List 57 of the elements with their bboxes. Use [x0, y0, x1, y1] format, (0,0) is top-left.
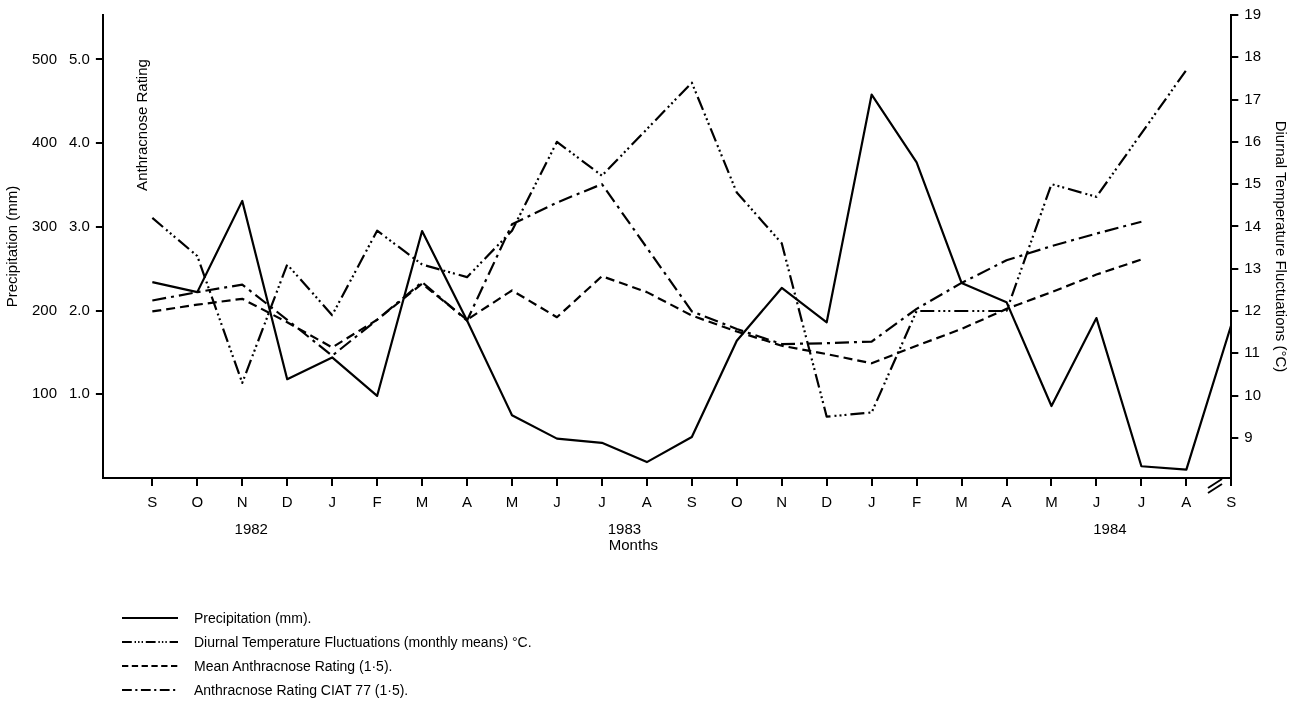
x-tick-label: A — [641, 493, 652, 511]
y-tick-label: 200 — [32, 300, 58, 318]
y-axis-title: Precipitation (mm) — [3, 185, 21, 308]
legend-label: Diurnal Temperature Fluctuations (monthly means) °C. — [194, 634, 532, 650]
y3-tick-label: 2.0 — [69, 300, 90, 318]
x-tick-label: M — [415, 493, 429, 511]
x-tick-label: N — [776, 493, 788, 511]
x-tick-label: O — [730, 493, 743, 511]
x-tick-label: J — [553, 493, 561, 511]
y2-tick-label: 18 — [1244, 47, 1261, 65]
y-tick-label: 500 — [32, 49, 58, 67]
y-tick-label: 100 — [32, 384, 58, 402]
y2-axis-title: Diurnal Temperature Fluctuations (°C) — [1272, 120, 1290, 373]
legend-label: Anthracnose Rating CIAT 77 (1·5). — [194, 682, 409, 698]
x-tick-label: S — [1226, 493, 1237, 511]
y3-tick-label: 4.0 — [69, 133, 90, 151]
x-tick-label: A — [462, 493, 473, 511]
y2-tick-label: 16 — [1244, 131, 1261, 149]
x-tick-label: D — [281, 493, 293, 511]
y2-tick-label: 14 — [1244, 216, 1261, 234]
x-tick-label: F — [912, 493, 922, 511]
x-tick-label: S — [686, 493, 697, 511]
y2-tick-label: 12 — [1244, 301, 1261, 319]
y2-tick-label: 15 — [1244, 174, 1261, 192]
x-tick-label: S — [147, 493, 158, 511]
y2-tick-label: 17 — [1244, 89, 1261, 107]
text: 1984 — [1093, 520, 1127, 538]
x-tick-label: A — [1001, 493, 1012, 511]
x-tick-label: M — [505, 493, 519, 511]
y3-tick-label: 1.0 — [69, 384, 90, 402]
y2-tick-label: 13 — [1244, 258, 1261, 276]
x-tick-label: N — [236, 493, 248, 511]
x-tick-label: J — [867, 493, 876, 511]
x-tick-label: A — [1181, 493, 1192, 511]
x-tick-label: M — [1045, 493, 1058, 511]
x-tick-label: J — [1092, 493, 1101, 511]
y-tick-label: 400 — [32, 133, 58, 151]
x-tick-label: J — [598, 493, 606, 511]
x-tick-label: O — [191, 493, 204, 511]
x-tick-label: D — [821, 493, 833, 511]
x-tick-label: J — [328, 493, 336, 511]
y2-tick-label: 10 — [1244, 385, 1261, 403]
legend-label: Mean Anthracnose Rating (1·5). — [194, 658, 393, 674]
x-tick-label: J — [1137, 493, 1146, 511]
x-tick-label: M — [955, 493, 968, 511]
y-tick-label: 300 — [32, 216, 58, 234]
y2-tick-label: 11 — [1244, 343, 1260, 361]
text: 1982 — [234, 520, 268, 538]
y3-tick-label: 3.0 — [69, 216, 90, 234]
y2-tick-label: 9 — [1244, 427, 1253, 445]
y2-tick-label: 19 — [1244, 5, 1261, 23]
y3-axis-title: Anthracnose Rating — [133, 59, 151, 191]
x-tick-label: F — [372, 493, 382, 511]
x-axis-title: Months — [608, 536, 658, 554]
y3-tick-label: 5.0 — [69, 49, 90, 67]
legend-label: Precipitation (mm). — [194, 610, 312, 626]
text: 1983 — [607, 520, 642, 538]
